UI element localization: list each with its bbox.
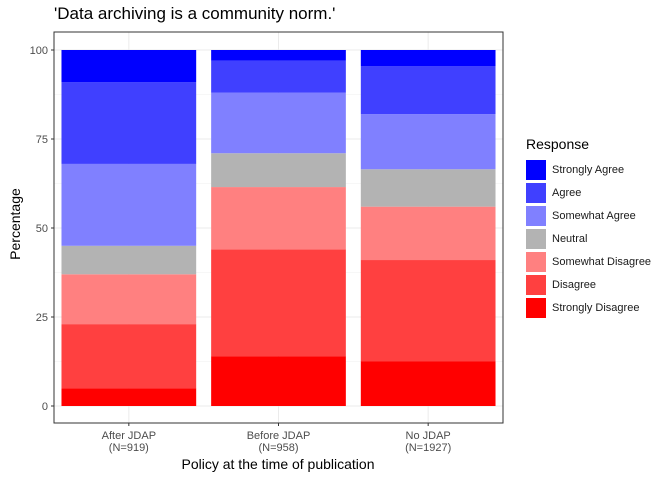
bar-segment <box>360 206 496 261</box>
bar-segment <box>211 60 346 93</box>
bar-segment <box>211 153 346 188</box>
bar-segment <box>61 245 197 275</box>
legend-item: Strongly Disagree <box>526 296 651 319</box>
bar-segment <box>211 249 346 357</box>
x-axis-title: Policy at the time of publication <box>181 456 375 472</box>
legend-item: Somewhat Disagree <box>526 250 651 273</box>
legend-item: Agree <box>526 181 651 204</box>
y-tick-label: 100 <box>30 45 48 57</box>
legend-title: Response <box>526 136 590 152</box>
legend-item: Somewhat Agree <box>526 204 651 227</box>
legend-key <box>526 228 546 249</box>
bar-segment <box>360 50 496 67</box>
legend-item: Strongly Agree <box>526 158 651 181</box>
legend-item: Neutral <box>526 227 651 250</box>
legend-label: Somewhat Disagree <box>552 255 652 268</box>
legend-key <box>526 159 546 180</box>
x-tick-label: (N=1927) <box>405 442 451 454</box>
y-tick-label: 50 <box>36 223 48 235</box>
x-axis-title-container: Policy at the time of publication <box>0 456 672 472</box>
legend-label: Strongly Disagree <box>552 301 640 314</box>
y-axis-title: Percentage <box>7 188 23 260</box>
bar-segment <box>211 356 346 406</box>
bar-segment <box>61 388 197 406</box>
legend: Response Strongly Agree Agree Somewhat Agr… <box>526 136 651 319</box>
legend-key <box>526 205 546 226</box>
legend-items: Strongly Agree Agree Somewhat Agree Neutral… <box>526 158 651 319</box>
bar-segment <box>211 50 346 61</box>
legend-label: Strongly Agree <box>552 163 625 176</box>
bar-segment <box>61 50 197 83</box>
legend-key <box>526 251 546 272</box>
x-tick-label: Before JDAP <box>247 430 311 442</box>
x-tick-label: No JDAP <box>406 430 451 442</box>
y-tick-label: 0 <box>42 401 48 413</box>
legend-key <box>526 297 546 318</box>
bar-segment <box>61 82 197 164</box>
chart-title: 'Data archiving is a community norm.' <box>54 4 336 23</box>
bar-segment <box>211 187 346 250</box>
bar-segment <box>360 260 496 362</box>
bar-segment <box>61 163 197 246</box>
bar-segment <box>360 169 496 207</box>
legend-label: Disagree <box>552 278 597 291</box>
legend-label: Somewhat Agree <box>552 209 636 222</box>
x-tick-label: After JDAP <box>102 430 156 442</box>
bar-segment <box>61 324 197 389</box>
y-tick-label: 75 <box>36 134 48 146</box>
bar-segment <box>360 114 496 170</box>
bar-segment <box>211 92 346 154</box>
legend-item: Disagree <box>526 273 651 296</box>
y-tick-label: 25 <box>36 312 48 324</box>
legend-label: Agree <box>552 186 582 199</box>
legend-label: Neutral <box>552 232 588 245</box>
x-tick-label: (N=919) <box>109 442 149 454</box>
legend-key <box>526 274 546 295</box>
x-tick-label: (N=958) <box>258 442 298 454</box>
legend-key <box>526 182 546 203</box>
bar-segment <box>360 361 496 406</box>
bar-segment <box>360 66 496 115</box>
bar-segment <box>61 274 197 325</box>
